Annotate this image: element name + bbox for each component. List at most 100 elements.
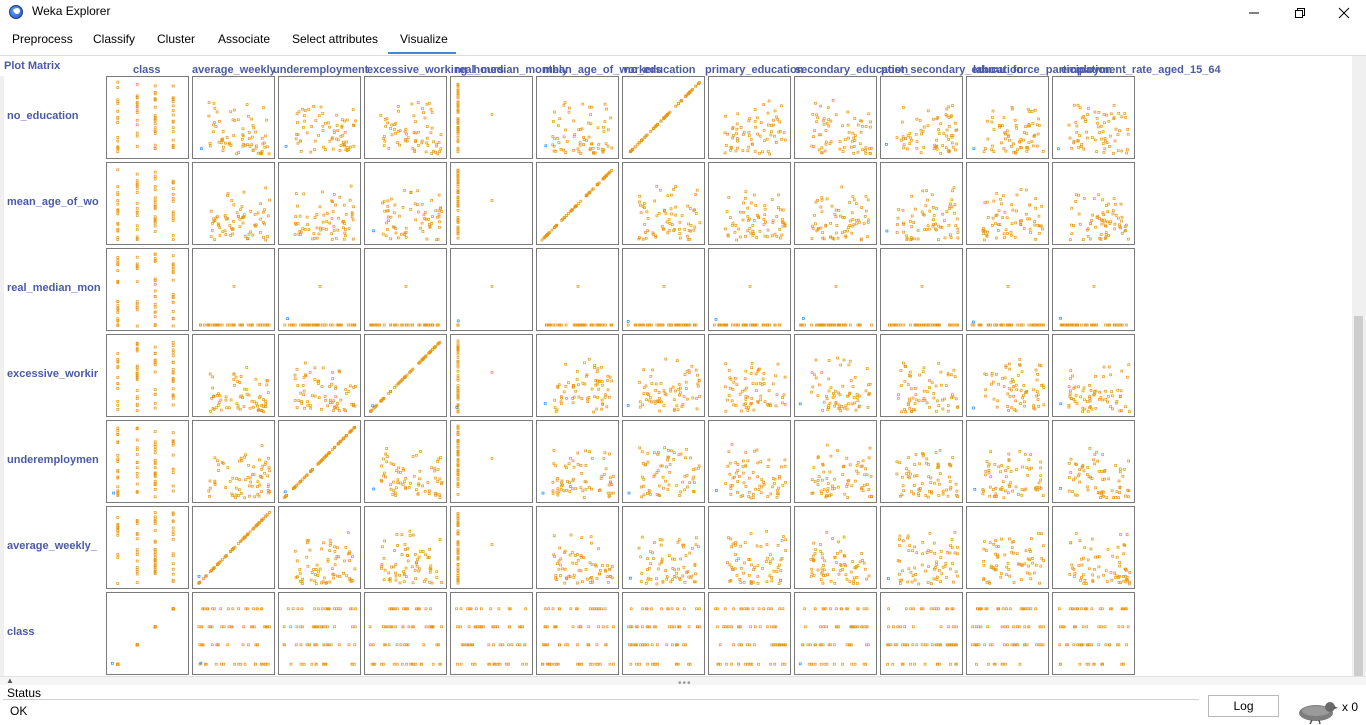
tab-preprocess[interactable]: Preprocess: [12, 32, 73, 46]
plot-cell[interactable]: [364, 248, 447, 331]
data-point: [773, 232, 777, 236]
data-point: [421, 107, 424, 110]
data-point: [589, 122, 593, 126]
data-point: [827, 124, 831, 128]
plot-cell[interactable]: [106, 334, 189, 417]
plot-cell[interactable]: [622, 162, 705, 245]
plot-cell[interactable]: [192, 248, 275, 331]
data-point: [243, 234, 247, 238]
data-point: [432, 149, 435, 153]
data-point: [303, 361, 307, 365]
data-point: [992, 199, 996, 203]
plot-cell[interactable]: [794, 334, 877, 417]
data-point: [456, 197, 460, 201]
data-point: [848, 201, 851, 204]
plot-cell[interactable]: [106, 248, 189, 331]
plot-cell[interactable]: [622, 334, 705, 417]
data-point: [1080, 143, 1084, 146]
plot-cell[interactable]: [278, 162, 361, 245]
plot-cell[interactable]: [278, 334, 361, 417]
plot-cell[interactable]: [966, 420, 1049, 503]
data-point: [666, 231, 670, 235]
plot-cell[interactable]: [794, 162, 877, 245]
data-point: [229, 110, 233, 114]
plot-cell[interactable]: [966, 248, 1049, 331]
plot-cell[interactable]: [106, 76, 189, 159]
plot-cell[interactable]: [106, 592, 189, 675]
plot-cell[interactable]: [364, 420, 447, 503]
plot-cell[interactable]: [1052, 334, 1135, 417]
data-point: [248, 406, 252, 410]
data-point: [1004, 149, 1008, 153]
close-button[interactable]: [1321, 0, 1366, 25]
data-point: [319, 228, 323, 232]
data-point: [769, 133, 773, 137]
plot-cell[interactable]: [794, 76, 877, 159]
tab-select-attributes[interactable]: Select attributes: [292, 32, 379, 46]
data-point: [153, 196, 157, 200]
data-point: [735, 238, 739, 242]
data-point: [851, 131, 855, 135]
plot-cell[interactable]: [450, 162, 533, 245]
scatter-plot-matrix[interactable]: [0, 0, 1352, 680]
plot-cell[interactable]: [192, 592, 275, 675]
plot-cell[interactable]: [622, 248, 705, 331]
plot-cell[interactable]: [450, 334, 533, 417]
tab-visualize[interactable]: Visualize: [400, 32, 448, 46]
tab-classify[interactable]: Classify: [93, 32, 136, 46]
data-point: [247, 137, 251, 140]
plot-cell[interactable]: [536, 420, 619, 503]
plot-cell[interactable]: [450, 76, 533, 159]
plot-cell[interactable]: [536, 334, 619, 417]
plot-cell[interactable]: [880, 506, 963, 589]
data-point: [829, 235, 832, 239]
data-point: [345, 149, 349, 152]
plot-cell[interactable]: [1052, 420, 1135, 503]
plot-cell[interactable]: [364, 76, 447, 159]
plot-cell[interactable]: [966, 162, 1049, 245]
plot-cell[interactable]: [794, 506, 877, 589]
data-point: [821, 231, 824, 234]
plot-cell[interactable]: [450, 248, 533, 331]
data-point: [430, 198, 433, 202]
minimize-button[interactable]: [1231, 0, 1277, 25]
plot-cell[interactable]: [106, 162, 189, 245]
data-point: [783, 138, 787, 142]
plot-cell[interactable]: [1052, 162, 1135, 245]
plot-cell[interactable]: [192, 162, 275, 245]
plot-cell[interactable]: [536, 76, 619, 159]
plot-cell[interactable]: [1052, 248, 1135, 331]
plot-cell[interactable]: [278, 506, 361, 589]
plot-cell[interactable]: [880, 162, 963, 245]
plot-cell[interactable]: [880, 248, 963, 331]
plot-cell[interactable]: [794, 248, 877, 331]
tab-cluster[interactable]: Cluster: [157, 32, 196, 46]
plot-cell[interactable]: [192, 76, 275, 159]
plot-cell[interactable]: [450, 420, 533, 503]
plot-cell[interactable]: [966, 506, 1049, 589]
data-point: [817, 148, 821, 152]
plot-cell[interactable]: [278, 592, 361, 675]
plot-cell[interactable]: [880, 76, 963, 159]
data-point: [555, 223, 559, 227]
plot-cell[interactable]: [536, 248, 619, 331]
data-point: [246, 237, 250, 241]
maximize-button[interactable]: [1277, 0, 1323, 25]
data-point: [1084, 323, 1088, 327]
plot-cell[interactable]: [708, 162, 791, 245]
plot-cell[interactable]: [278, 76, 361, 159]
data-point: [412, 114, 416, 118]
data-point: [1030, 323, 1034, 327]
plot-cell[interactable]: [278, 248, 361, 331]
plot-cell[interactable]: [966, 76, 1049, 159]
data-point: [456, 135, 460, 139]
tab-associate[interactable]: Associate: [218, 32, 271, 46]
plot-cell[interactable]: [450, 506, 533, 589]
data-point: [437, 323, 441, 327]
plot-cell[interactable]: [364, 592, 447, 675]
plot-cell[interactable]: [708, 248, 791, 331]
plot-cell[interactable]: [364, 162, 447, 245]
data-point: [723, 131, 727, 135]
data-point: [665, 113, 669, 117]
plot-cell[interactable]: [966, 334, 1049, 417]
